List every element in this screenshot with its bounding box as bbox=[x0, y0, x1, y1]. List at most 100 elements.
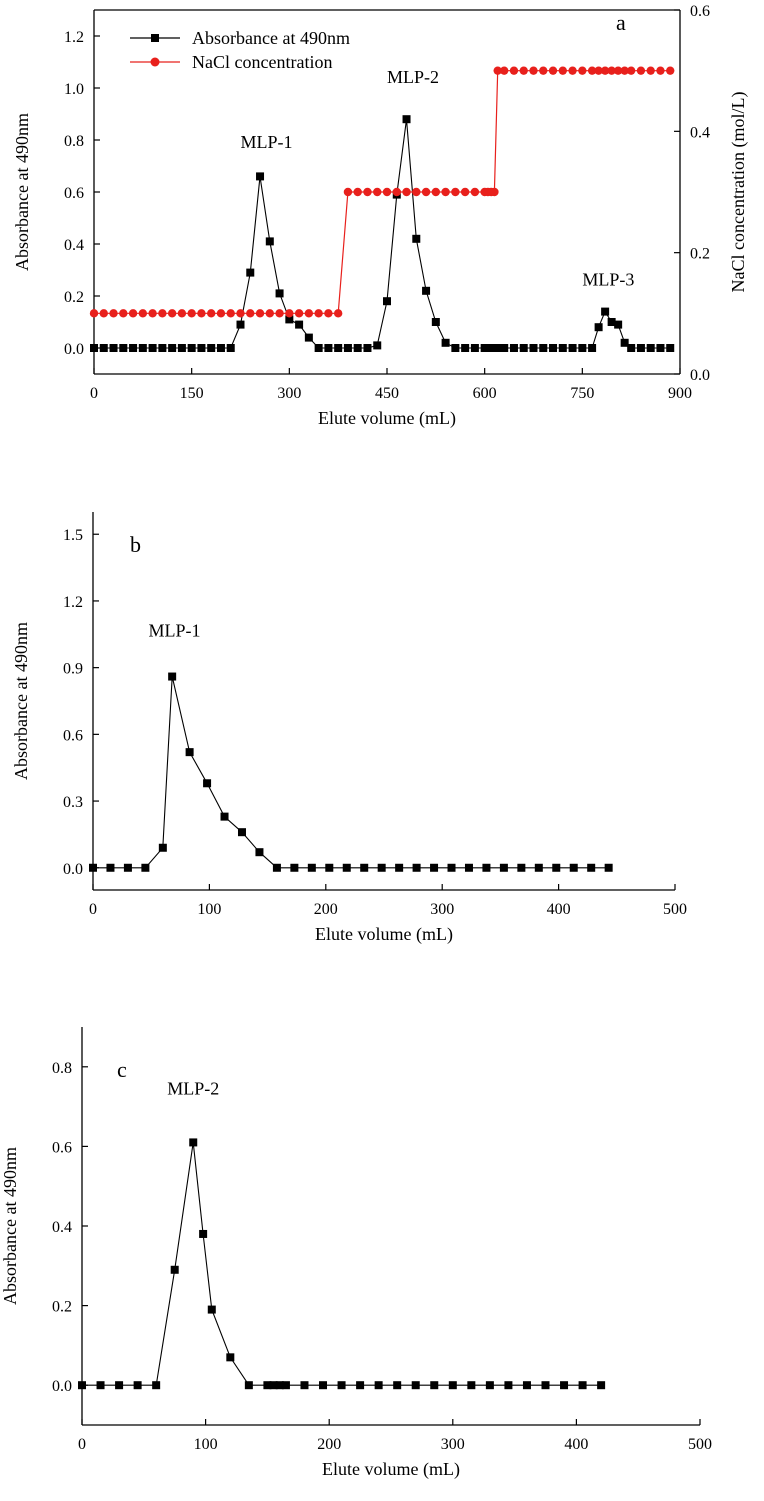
absorbance-point bbox=[295, 320, 304, 329]
absorbance-point bbox=[430, 863, 439, 872]
nacl-point bbox=[255, 309, 265, 318]
nacl-point bbox=[490, 187, 499, 197]
absorbance-point bbox=[187, 344, 196, 352]
absorbance-point bbox=[549, 344, 558, 352]
nacl-point bbox=[568, 66, 577, 75]
x-tick-label: 500 bbox=[688, 1436, 712, 1453]
absorbance-point bbox=[377, 863, 386, 872]
absorbance-point bbox=[363, 344, 372, 352]
nacl-point bbox=[246, 309, 255, 318]
y-tick-label: 1.2 bbox=[64, 29, 84, 46]
nacl-point bbox=[167, 309, 177, 318]
x-tick-label: 400 bbox=[547, 901, 571, 918]
nacl-point bbox=[594, 66, 603, 75]
absorbance-point bbox=[236, 320, 245, 329]
nacl-point bbox=[509, 66, 519, 75]
absorbance-point bbox=[451, 344, 460, 352]
nacl-point bbox=[294, 309, 304, 318]
x-tick-label: 750 bbox=[570, 385, 594, 402]
absorbance-point bbox=[337, 1381, 346, 1390]
absorbance-point bbox=[281, 1381, 290, 1390]
nacl-point bbox=[89, 309, 99, 318]
absorbance-point bbox=[499, 863, 508, 872]
chart-panel-b: 0 100 200 300 400 500 0.0 0.3 0.6 0.9 1.2 1.5 Elute … bbox=[0, 470, 764, 960]
x-tick-label: 0 bbox=[78, 1436, 86, 1453]
absorbance-point bbox=[203, 779, 212, 788]
absorbance-point bbox=[314, 344, 323, 352]
absorbance-point bbox=[504, 1381, 513, 1390]
absorbance-point bbox=[464, 863, 473, 872]
absorbance-point bbox=[467, 1381, 476, 1390]
absorbance-point bbox=[500, 344, 509, 352]
absorbance-point bbox=[448, 1381, 457, 1390]
absorbance-point bbox=[115, 1381, 124, 1390]
absorbance-point bbox=[461, 344, 470, 352]
x-tick-label: 100 bbox=[194, 1436, 218, 1453]
absorbance-point bbox=[411, 1381, 420, 1390]
nacl-point bbox=[666, 66, 675, 75]
absorbance-point bbox=[607, 318, 616, 326]
nacl-point bbox=[158, 309, 167, 318]
absorbance-point bbox=[119, 344, 128, 352]
absorbance-point bbox=[360, 863, 369, 872]
absorbance-point bbox=[604, 863, 613, 872]
absorbance-point bbox=[256, 172, 265, 181]
absorbance-point bbox=[226, 344, 235, 352]
nacl-point bbox=[314, 309, 323, 318]
absorbance-point bbox=[587, 863, 596, 872]
absorbance-point bbox=[509, 344, 518, 352]
y2-tick-label: 0.0 bbox=[690, 367, 710, 384]
absorbance-point bbox=[620, 338, 629, 347]
y-tick-label: 0.0 bbox=[64, 341, 84, 358]
nacl-point bbox=[109, 309, 118, 318]
nacl-point bbox=[656, 66, 665, 75]
absorbance-point bbox=[220, 812, 229, 821]
absorbance-point bbox=[207, 1305, 216, 1314]
nacl-point bbox=[519, 66, 528, 75]
absorbance-point bbox=[393, 1381, 402, 1390]
absorbance-point bbox=[374, 1381, 383, 1390]
peak-label: MLP-2 bbox=[167, 1079, 219, 1099]
x-tick-label: 450 bbox=[375, 385, 399, 402]
absorbance-point bbox=[324, 344, 333, 352]
absorbance-point bbox=[594, 323, 603, 332]
absorbance-point bbox=[285, 315, 294, 324]
absorbance-point bbox=[177, 344, 186, 352]
absorbance-point bbox=[343, 344, 352, 352]
absorbance-point bbox=[90, 344, 98, 352]
nacl-point bbox=[441, 187, 450, 197]
x-tick-label: 900 bbox=[668, 385, 692, 402]
nacl-point bbox=[493, 66, 502, 75]
absorbance-point bbox=[96, 1381, 105, 1390]
absorbance-point bbox=[560, 1381, 569, 1390]
nacl-point bbox=[460, 187, 470, 197]
nacl-point bbox=[587, 66, 597, 75]
y-tick-label: 0.4 bbox=[52, 1219, 72, 1236]
nacl-point bbox=[431, 187, 441, 197]
nacl-point bbox=[500, 66, 509, 75]
chart-panel-a: 0 150 300 450 600 750 900 0.0 0.2 0.4 0.6 0.8 1.0 1.2… bbox=[0, 0, 764, 440]
x-tick-label: 600 bbox=[473, 385, 497, 402]
absorbance-point bbox=[272, 863, 281, 872]
absorbance-point bbox=[158, 344, 167, 352]
absorbance-point bbox=[517, 863, 526, 872]
absorbance-point bbox=[614, 320, 623, 329]
absorbance-point bbox=[141, 863, 150, 872]
nacl-point bbox=[613, 66, 623, 75]
y-tick-label: 1.5 bbox=[63, 527, 83, 544]
absorbance-point bbox=[189, 1138, 198, 1147]
x-tick-label: 150 bbox=[180, 385, 204, 402]
absorbance-point bbox=[636, 344, 645, 352]
peak-label: MLP-1 bbox=[241, 132, 293, 152]
absorbance-point bbox=[412, 234, 421, 243]
absorbance-point bbox=[129, 344, 138, 352]
absorbance-point bbox=[342, 863, 351, 872]
nacl-point bbox=[343, 187, 353, 197]
nacl-point bbox=[304, 309, 314, 318]
x-axis-title: Elute volume (mL) bbox=[315, 924, 453, 945]
y-tick-label: 0.6 bbox=[52, 1139, 72, 1156]
absorbance-point bbox=[226, 1353, 235, 1362]
nacl-point bbox=[363, 187, 372, 197]
nacl-point bbox=[353, 187, 362, 197]
absorbance-point bbox=[519, 344, 528, 352]
